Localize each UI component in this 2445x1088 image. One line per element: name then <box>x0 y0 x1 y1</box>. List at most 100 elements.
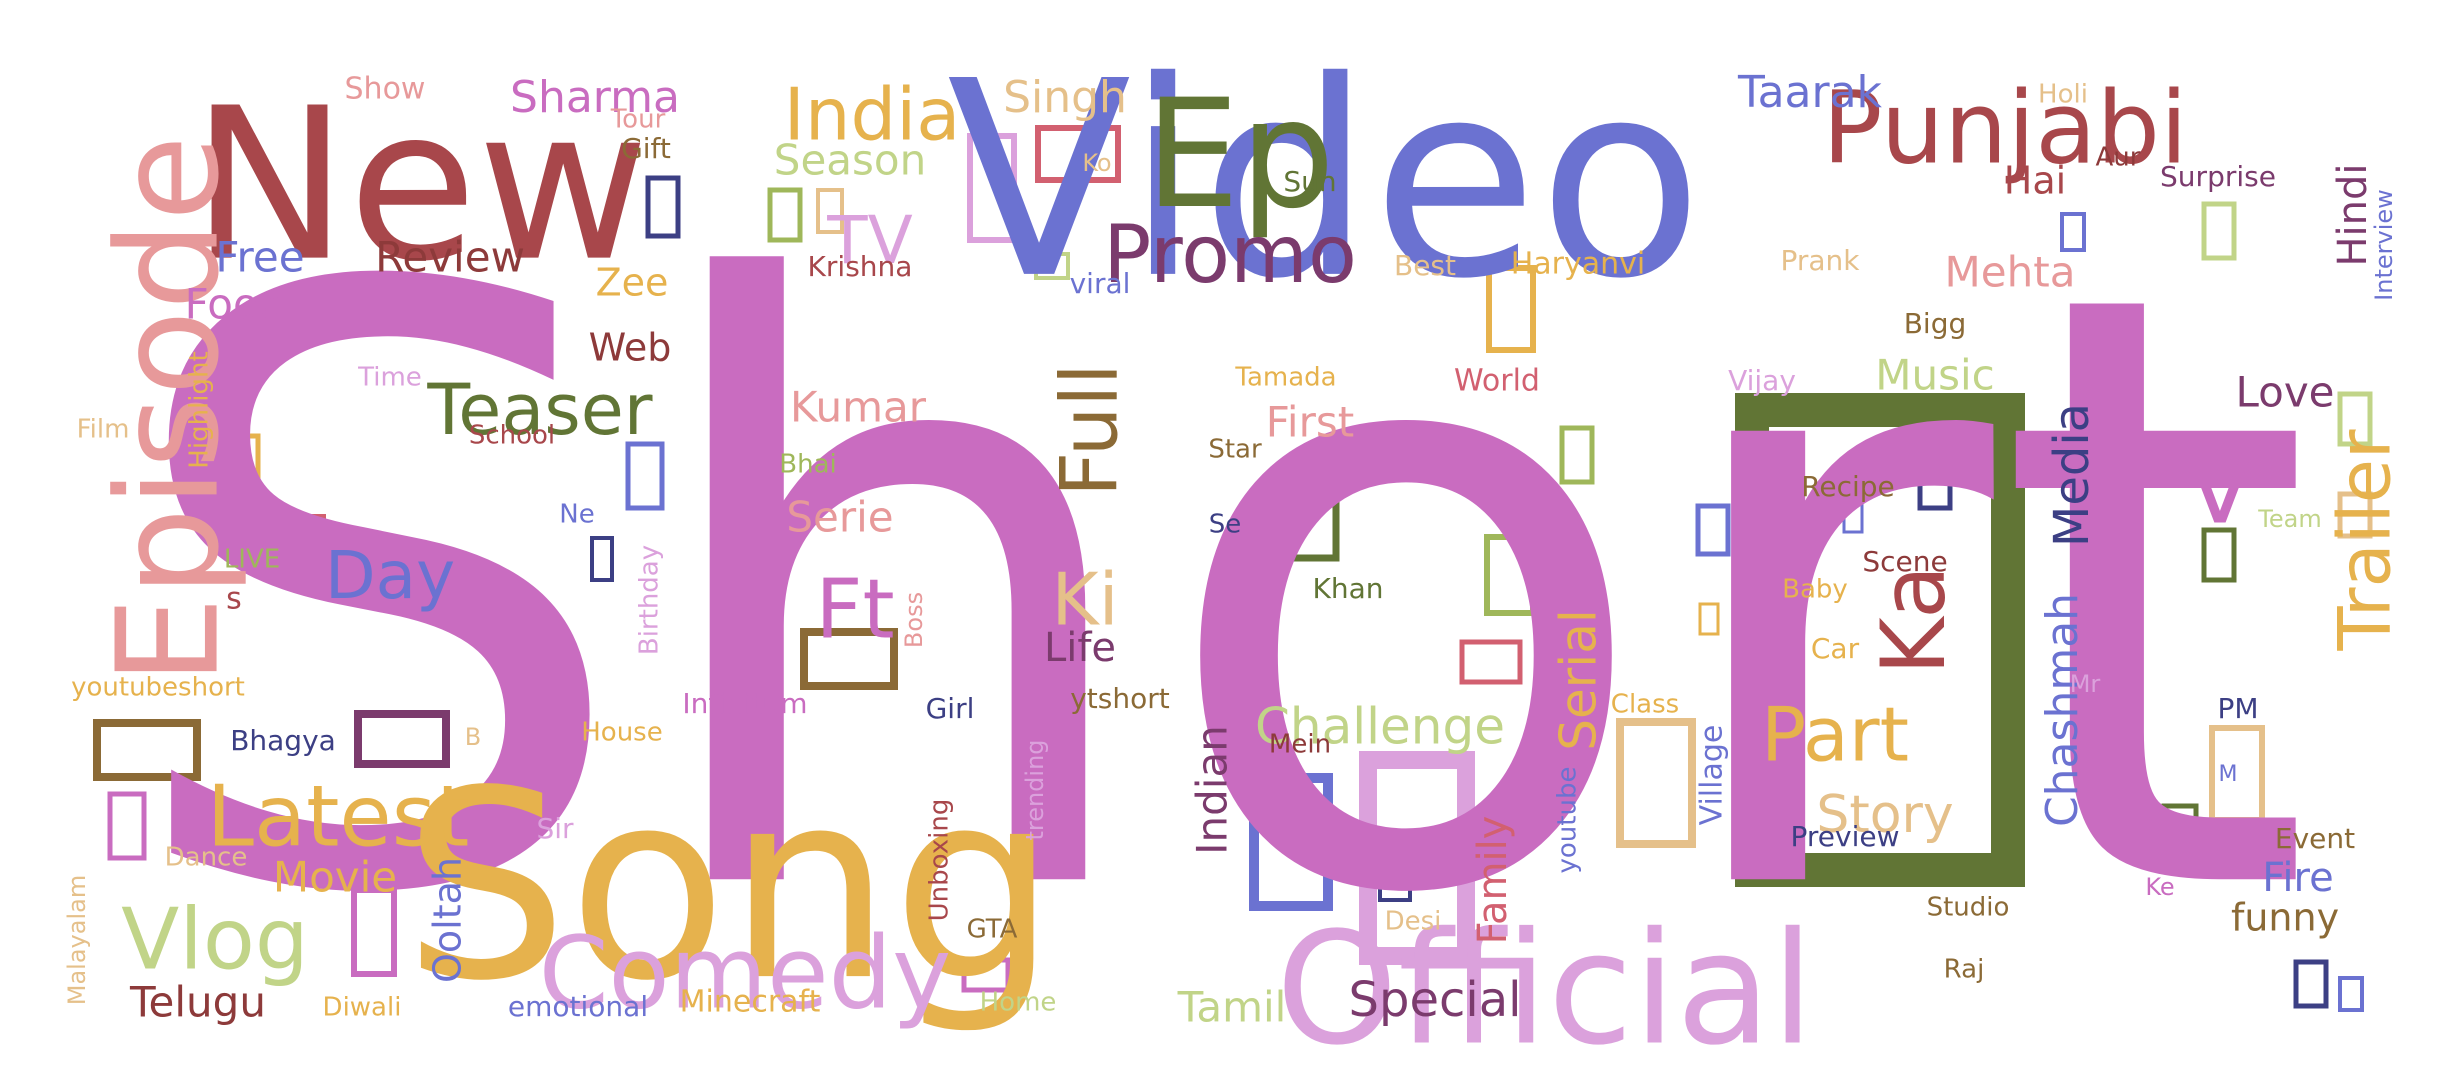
cloud-word-food: Food <box>185 280 286 329</box>
cloud-word-india: India <box>784 73 961 157</box>
cloud-word-pm: PM <box>2217 692 2258 725</box>
cloud-word-movie: Movie <box>273 853 397 902</box>
cloud-word-minecraft: Minecraft <box>680 985 821 1020</box>
cloud-word-ep: Ep <box>1145 68 1335 242</box>
cloud-word-diwali: Diwali <box>323 993 402 1023</box>
glyph-box <box>1359 751 1475 965</box>
glyph-box <box>1486 265 1536 353</box>
cloud-word-tamil: Tamil <box>1177 983 1287 1032</box>
cloud-word-sun: Sun <box>1283 165 1336 198</box>
cloud-word-event: Event <box>2275 822 2355 855</box>
cloud-word-music: Music <box>1875 351 1995 400</box>
cloud-word-live: LIVE <box>224 545 280 575</box>
cloud-word-mein: Mein <box>1269 730 1331 760</box>
cloud-word-official: Official <box>1276 898 1814 1079</box>
cloud-word-girl: Girl <box>926 692 975 725</box>
cloud-word-prank: Prank <box>1780 244 1860 277</box>
cloud-word-family: Family <box>1470 816 1516 945</box>
cloud-word-home: Home <box>980 988 1057 1018</box>
cloud-word-film: Film <box>77 415 130 445</box>
cloud-word-vijay: Vijay <box>1728 364 1796 397</box>
cloud-word-ooltah: Ooltah <box>426 857 470 983</box>
glyph-box <box>1842 500 1864 534</box>
cloud-word-mr: Mr <box>2070 670 2101 698</box>
glyph-box <box>354 710 450 768</box>
glyph-box <box>1035 125 1121 183</box>
glyph-box <box>2293 959 2329 1009</box>
glyph-box <box>2337 391 2373 447</box>
cloud-word-mehta: Mehta <box>1945 248 2076 297</box>
cloud-word-studio: Studio <box>1927 893 2010 923</box>
cloud-word-malayalam: Malayalam <box>63 875 91 1005</box>
cloud-word-special: Special <box>1349 972 1522 1028</box>
cloud-word-m: M <box>2219 762 2238 787</box>
cloud-word-telugu: Telugu <box>129 978 266 1027</box>
cloud-word-world: World <box>1454 364 1540 399</box>
cloud-word-bhagya: Bhagya <box>230 724 336 757</box>
cloud-word-birthday: Birthday <box>635 545 665 655</box>
cloud-word-life: Life <box>1044 625 1116 671</box>
glyph-box <box>1545 601 1583 663</box>
cloud-word-new: New <box>191 63 649 308</box>
cloud-word-zee: Zee <box>596 261 669 305</box>
glyph-box <box>590 536 614 582</box>
glyph-box <box>1695 503 1731 557</box>
cloud-word-sharma: Sharma <box>510 72 680 123</box>
glyph-box <box>816 188 844 234</box>
cloud-word-desi: Desi <box>1385 907 1442 937</box>
cloud-word-youtubeshort: youtubeshort <box>71 673 245 703</box>
glyph-box <box>2161 803 2199 861</box>
glyph-box <box>645 175 681 239</box>
cloud-word-love: Love <box>2235 368 2334 417</box>
glyph-box <box>1559 425 1595 485</box>
cloud-word-haryanvi: Haryanvi <box>1511 247 1646 282</box>
cloud-word-khan: Khan <box>1312 572 1383 605</box>
glyph-box <box>1484 534 1536 616</box>
cloud-word-chashmah: Chashmah <box>2037 593 2088 827</box>
cloud-word-village: Village <box>1695 725 1730 826</box>
cloud-word-surprise: Surprise <box>2160 160 2276 193</box>
cloud-word-car: Car <box>1811 632 1860 665</box>
glyph-box <box>107 791 147 861</box>
glyph-box <box>1249 773 1333 911</box>
cloud-word-gift: Gift <box>621 132 671 165</box>
cloud-word-highlight: Highlight <box>185 351 215 468</box>
cloud-word-interview: Interview <box>2370 189 2398 301</box>
glyph-box <box>1288 458 1340 562</box>
glyph-box <box>961 957 1011 993</box>
glyph-box <box>2060 212 2086 252</box>
cloud-word-singh: Singh <box>1003 72 1127 123</box>
cloud-word-baby: Baby <box>1782 575 1848 605</box>
cloud-word-star: Star <box>1208 435 1262 465</box>
glyph-box <box>1459 639 1523 685</box>
glyph-box <box>2338 976 2364 1012</box>
missing-glyph-boxes <box>93 125 2373 1012</box>
cloud-word-sir: Sir <box>536 812 574 845</box>
glyph-box <box>1735 393 2025 887</box>
cloud-word-krishna: Krishna <box>808 250 913 283</box>
cloud-word-house: House <box>581 718 662 748</box>
cloud-word-recipe: Recipe <box>1801 470 1895 503</box>
glyph-box <box>1794 526 1816 560</box>
cloud-word-boss: Boss <box>900 592 928 648</box>
cloud-word-team: Team <box>2257 505 2321 533</box>
cloud-word-video: Video <box>947 23 1703 338</box>
cloud-word-time: Time <box>357 363 422 393</box>
cloud-word-v: V <box>2186 429 2254 546</box>
cloud-word-tamada: Tamada <box>1234 363 1336 393</box>
cloud-word-promo: Promo <box>1103 208 1357 301</box>
cloud-word-gta: GTA <box>967 915 1018 945</box>
cloud-word-ki: Ki <box>1051 558 1118 642</box>
glyph-box <box>351 887 397 977</box>
cloud-word-episode: Episode <box>88 135 251 685</box>
cloud-word-latest: Latest <box>207 767 470 866</box>
cloud-word-show: Show <box>345 72 426 107</box>
cloud-word-season: Season <box>774 136 926 185</box>
glyph-box <box>1378 856 1412 902</box>
cloud-word-school: School <box>469 421 555 451</box>
cloud-word-best: Best <box>1394 249 1456 282</box>
cloud-word-hai: Hai <box>2004 159 2066 203</box>
cloud-word-ke: Ke <box>2145 873 2174 901</box>
